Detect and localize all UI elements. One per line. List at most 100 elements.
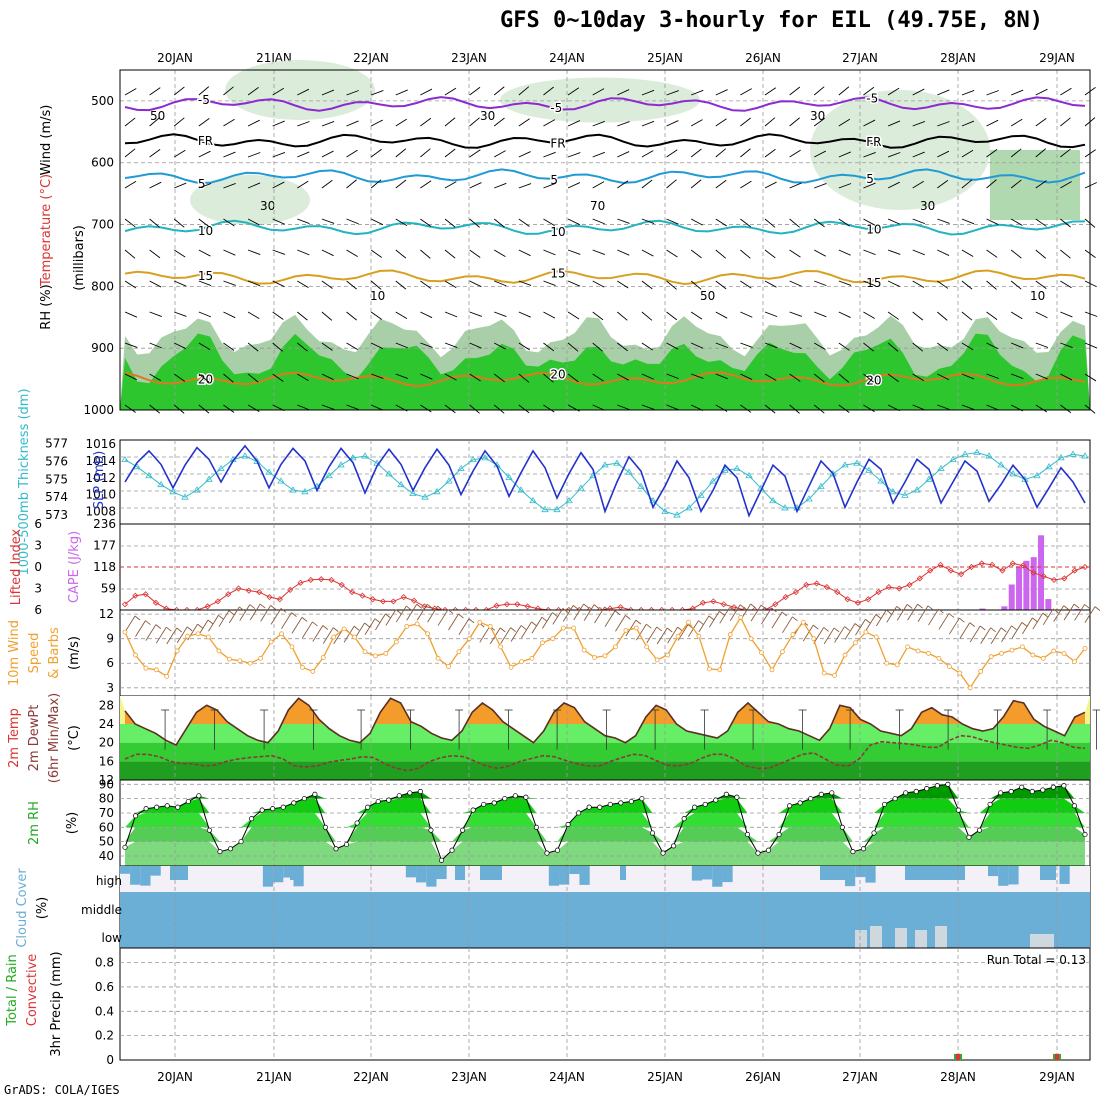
rh-point bbox=[470, 807, 476, 813]
isotherm-label: 15 bbox=[866, 276, 881, 290]
wind-barb bbox=[912, 373, 925, 382]
wind-barb bbox=[469, 86, 481, 96]
wind-barb bbox=[223, 311, 236, 319]
wind-speed-point bbox=[800, 619, 806, 625]
rh-point bbox=[280, 804, 286, 810]
wind-barb bbox=[346, 249, 358, 258]
wind-barb bbox=[592, 88, 605, 96]
surface-barb-flag bbox=[604, 606, 610, 612]
thickness-point bbox=[553, 505, 561, 513]
li-point bbox=[235, 585, 242, 592]
surface-barb bbox=[1042, 608, 1054, 626]
date-label-top: 22JAN bbox=[353, 51, 389, 65]
surface-barb bbox=[166, 627, 178, 645]
wind-barb bbox=[961, 149, 974, 158]
thickness-point bbox=[1033, 471, 1041, 479]
rh-point bbox=[934, 783, 940, 789]
wind-barb bbox=[173, 404, 185, 414]
rh-contour-label: 10 bbox=[370, 289, 385, 303]
thickness-point bbox=[145, 471, 153, 479]
wind-barb bbox=[838, 373, 850, 383]
wind-barb bbox=[395, 311, 408, 320]
surface-barb-flag bbox=[312, 621, 318, 627]
wind-barb bbox=[961, 90, 975, 96]
surface-barb bbox=[886, 606, 898, 623]
isotherm-line bbox=[124, 269, 1086, 286]
wind-speed-point bbox=[519, 659, 524, 664]
wind-barb bbox=[149, 148, 161, 158]
wind-speed-point bbox=[466, 636, 472, 642]
wind-barb bbox=[986, 311, 998, 320]
rh-point bbox=[628, 798, 634, 805]
surface-barb-flag bbox=[833, 627, 840, 633]
thickness-point bbox=[481, 454, 489, 461]
wind-barb bbox=[986, 404, 999, 411]
wind-barb bbox=[198, 404, 210, 414]
high-cloud-bar bbox=[845, 866, 856, 887]
wind-barb bbox=[740, 249, 751, 259]
wind-speed-point bbox=[811, 636, 817, 642]
isotherm-label: FR bbox=[550, 136, 565, 150]
wind-barb bbox=[937, 249, 950, 256]
axis-tick-label: 600 bbox=[91, 156, 114, 170]
li-point bbox=[121, 601, 129, 608]
wind-barb bbox=[173, 86, 185, 96]
surface-barb bbox=[239, 604, 251, 621]
li-point bbox=[720, 601, 727, 608]
wind-barb bbox=[321, 89, 335, 96]
surface-barb-flag bbox=[426, 603, 433, 609]
high-cloud-bar bbox=[855, 866, 866, 878]
li-point bbox=[524, 603, 531, 610]
thickness-point bbox=[709, 477, 717, 484]
wind-barb bbox=[617, 311, 628, 321]
wind-barb bbox=[740, 404, 752, 413]
li-point bbox=[338, 581, 345, 588]
rh-point bbox=[438, 857, 445, 863]
surface-barb-flag bbox=[176, 627, 183, 633]
wind-barb bbox=[469, 149, 481, 158]
wind-barb bbox=[641, 342, 654, 351]
wind-barb bbox=[420, 249, 431, 259]
wind-barb bbox=[346, 218, 359, 225]
panel-axis-label: Total / Rain bbox=[5, 954, 20, 1027]
wind-speed-point bbox=[362, 649, 368, 655]
wind-barb bbox=[444, 181, 457, 189]
isotherm-label: 20 bbox=[866, 373, 881, 387]
wind-barb bbox=[838, 183, 852, 189]
date-label-bottom: 27JAN bbox=[842, 1070, 878, 1084]
rh-markers bbox=[122, 781, 1088, 863]
surface-barb-flag bbox=[896, 606, 903, 611]
surface-barb-flag bbox=[760, 604, 767, 610]
rh-point bbox=[301, 796, 307, 802]
wind-barb bbox=[937, 280, 949, 289]
cape-bars bbox=[766, 535, 1081, 610]
wind-barb bbox=[518, 151, 531, 158]
thickness-point bbox=[169, 488, 177, 495]
rh-point bbox=[924, 786, 930, 792]
surface-barb-flag bbox=[865, 618, 871, 624]
axis-tick-label: 500 bbox=[91, 94, 114, 108]
wind-barb bbox=[297, 151, 310, 158]
wind-barb bbox=[1060, 280, 1072, 289]
thickness-point bbox=[337, 461, 345, 468]
wind-speed-point bbox=[779, 649, 785, 655]
wind-barb bbox=[469, 311, 482, 317]
wind-barb bbox=[247, 218, 260, 226]
panel-axis-label: 3hr Precip (mm) bbox=[49, 951, 64, 1056]
wind-barb bbox=[174, 311, 187, 317]
wind-barb bbox=[543, 342, 555, 352]
surface-barb bbox=[969, 625, 981, 643]
cloud-bars bbox=[119, 866, 1090, 948]
li-point bbox=[256, 589, 263, 596]
wind-barb bbox=[690, 373, 704, 379]
wind-barb bbox=[247, 182, 261, 189]
wind-barb bbox=[666, 179, 677, 189]
rh-point bbox=[913, 788, 919, 795]
rh-shade-high bbox=[120, 333, 1090, 410]
wind-barb bbox=[173, 117, 185, 127]
wind-speed-point bbox=[915, 648, 921, 654]
surface-barb bbox=[1074, 604, 1085, 621]
wind-speed-point bbox=[435, 655, 441, 661]
rh-contour-label: 30 bbox=[260, 199, 275, 213]
wind-speed-point bbox=[821, 670, 827, 676]
